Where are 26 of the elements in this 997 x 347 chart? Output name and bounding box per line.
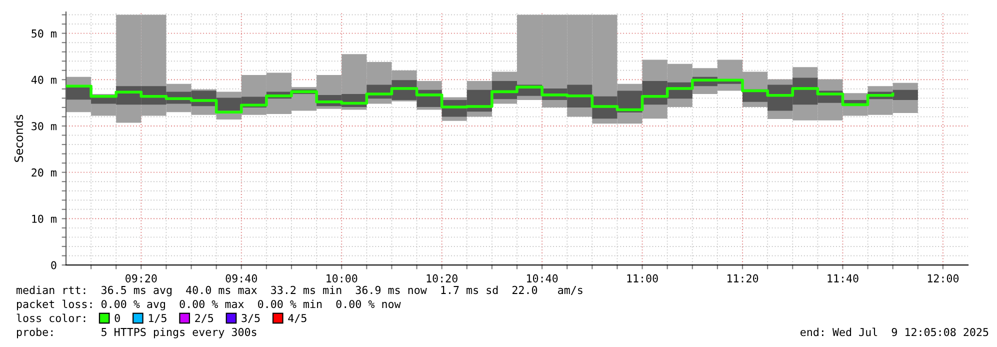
x-tick-label: 10:40 [527,274,558,282]
legend-label: 4/5 [288,314,306,324]
x-tick-label: 11:20 [727,274,758,282]
y-axis-title: Seconds [14,114,24,162]
y-tick-label: 10 m [32,214,56,223]
legend-label: 0 [114,314,120,322]
y-tick-label: 30 m [32,122,56,130]
text: packet loss: 0.00 % avg 0.00 % max 0.00 % min 0.00 % now [17,300,401,310]
x-tick-label: 09:40 [226,274,257,282]
x-tick-label: 12:00 [928,274,959,282]
legend-title: loss color: [16,314,86,322]
x-tick-label: 11:40 [828,274,858,282]
y-tick-label: 40 m [31,76,56,84]
text: end: Wed Jul 9 12:05:08 2025 [800,328,988,336]
legend-label: 3/5 [242,314,260,324]
legend-label: 2/5 [195,314,214,324]
x-tick-label: 10:00 [326,274,358,282]
x-tick-label: 09:20 [126,274,157,282]
y-tick-label: 20 m [32,168,56,177]
text: probe: 5 HTTPS pings every 300s [17,328,256,338]
x-tick-label: 10:20 [426,274,458,282]
y-tick-label: 50 m [32,29,56,38]
x-tick-label: 11:00 [627,274,658,282]
text: median rtt: 36.5 ms avg 40.0 ms max 33.2 ms min 36.9 ms now 1.7 ms sd 22.0 am/s [16,286,582,296]
legend-label: 1/5 [148,314,166,324]
y-tick-label: 0 [51,261,56,270]
